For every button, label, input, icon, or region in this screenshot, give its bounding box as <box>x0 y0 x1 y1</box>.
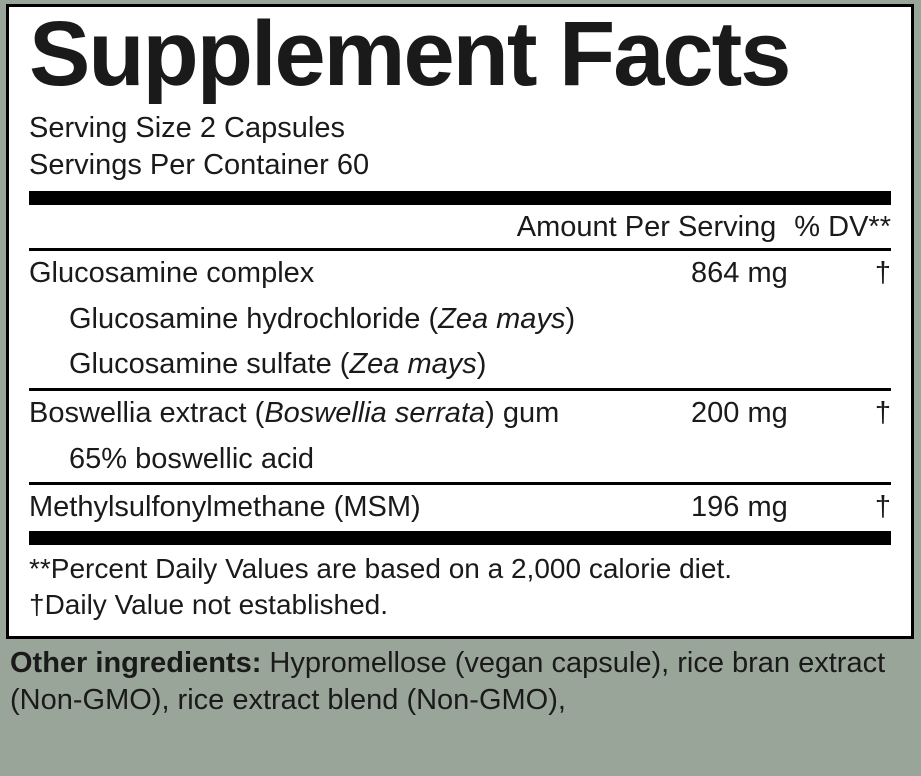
column-header-row: Amount Per Serving % DV** <box>29 205 891 248</box>
ingredient-dv: † <box>841 489 891 527</box>
ingredient-name: Glucosamine complex <box>29 255 671 293</box>
ingredient-sub-row: Glucosamine hydrochloride (Zea mays) <box>29 297 891 343</box>
ingredient-name: Methylsulfonylmethane (MSM) <box>29 489 671 527</box>
footnotes: **Percent Daily Values are based on a 2,… <box>29 545 891 628</box>
ingredient-amount: 196 mg <box>671 489 841 527</box>
serving-block: Serving Size 2 Capsules Servings Per Con… <box>29 104 891 191</box>
ingredient-sub-name: 65% boswellic acid <box>29 441 891 479</box>
ingredient-sub-name: Glucosamine sulfate (Zea mays) <box>29 346 891 384</box>
ingredient-name: Boswellia extract (Boswellia serrata) gu… <box>29 395 671 433</box>
other-ingredients: Other ingredients: Hypromellose (vegan c… <box>6 645 914 720</box>
header-amount: Amount Per Serving <box>517 211 777 244</box>
ingredient-amount: 864 mg <box>671 255 841 293</box>
ingredient-dv: † <box>841 255 891 293</box>
ingredient-row: Glucosamine complex 864 mg † <box>29 251 891 297</box>
ingredient-row: Boswellia extract (Boswellia serrata) gu… <box>29 391 891 437</box>
panel-title: Supplement Facts <box>29 7 891 104</box>
header-dv: % DV** <box>794 211 891 244</box>
ingredient-row: Methylsulfonylmethane (MSM) 196 mg † <box>29 485 891 531</box>
ingredient-amount: 200 mg <box>671 395 841 433</box>
rule-thick-bottom <box>29 531 891 545</box>
footnote-dv: **Percent Daily Values are based on a 2,… <box>29 551 891 587</box>
serving-size: Serving Size 2 Capsules <box>29 110 891 146</box>
ingredient-sub-row: 65% boswellic acid <box>29 437 891 483</box>
other-ingredients-label: Other ingredients: <box>10 647 269 679</box>
ingredient-sub-name: Glucosamine hydrochloride (Zea mays) <box>29 301 891 339</box>
rule-thick-top <box>29 191 891 205</box>
ingredient-sub-row: Glucosamine sulfate (Zea mays) <box>29 342 891 388</box>
footnote-dagger: †Daily Value not established. <box>29 587 891 623</box>
supplement-facts-panel: Supplement Facts Serving Size 2 Capsules… <box>6 4 914 639</box>
ingredient-dv: † <box>841 395 891 433</box>
servings-per-container: Servings Per Container 60 <box>29 147 891 183</box>
